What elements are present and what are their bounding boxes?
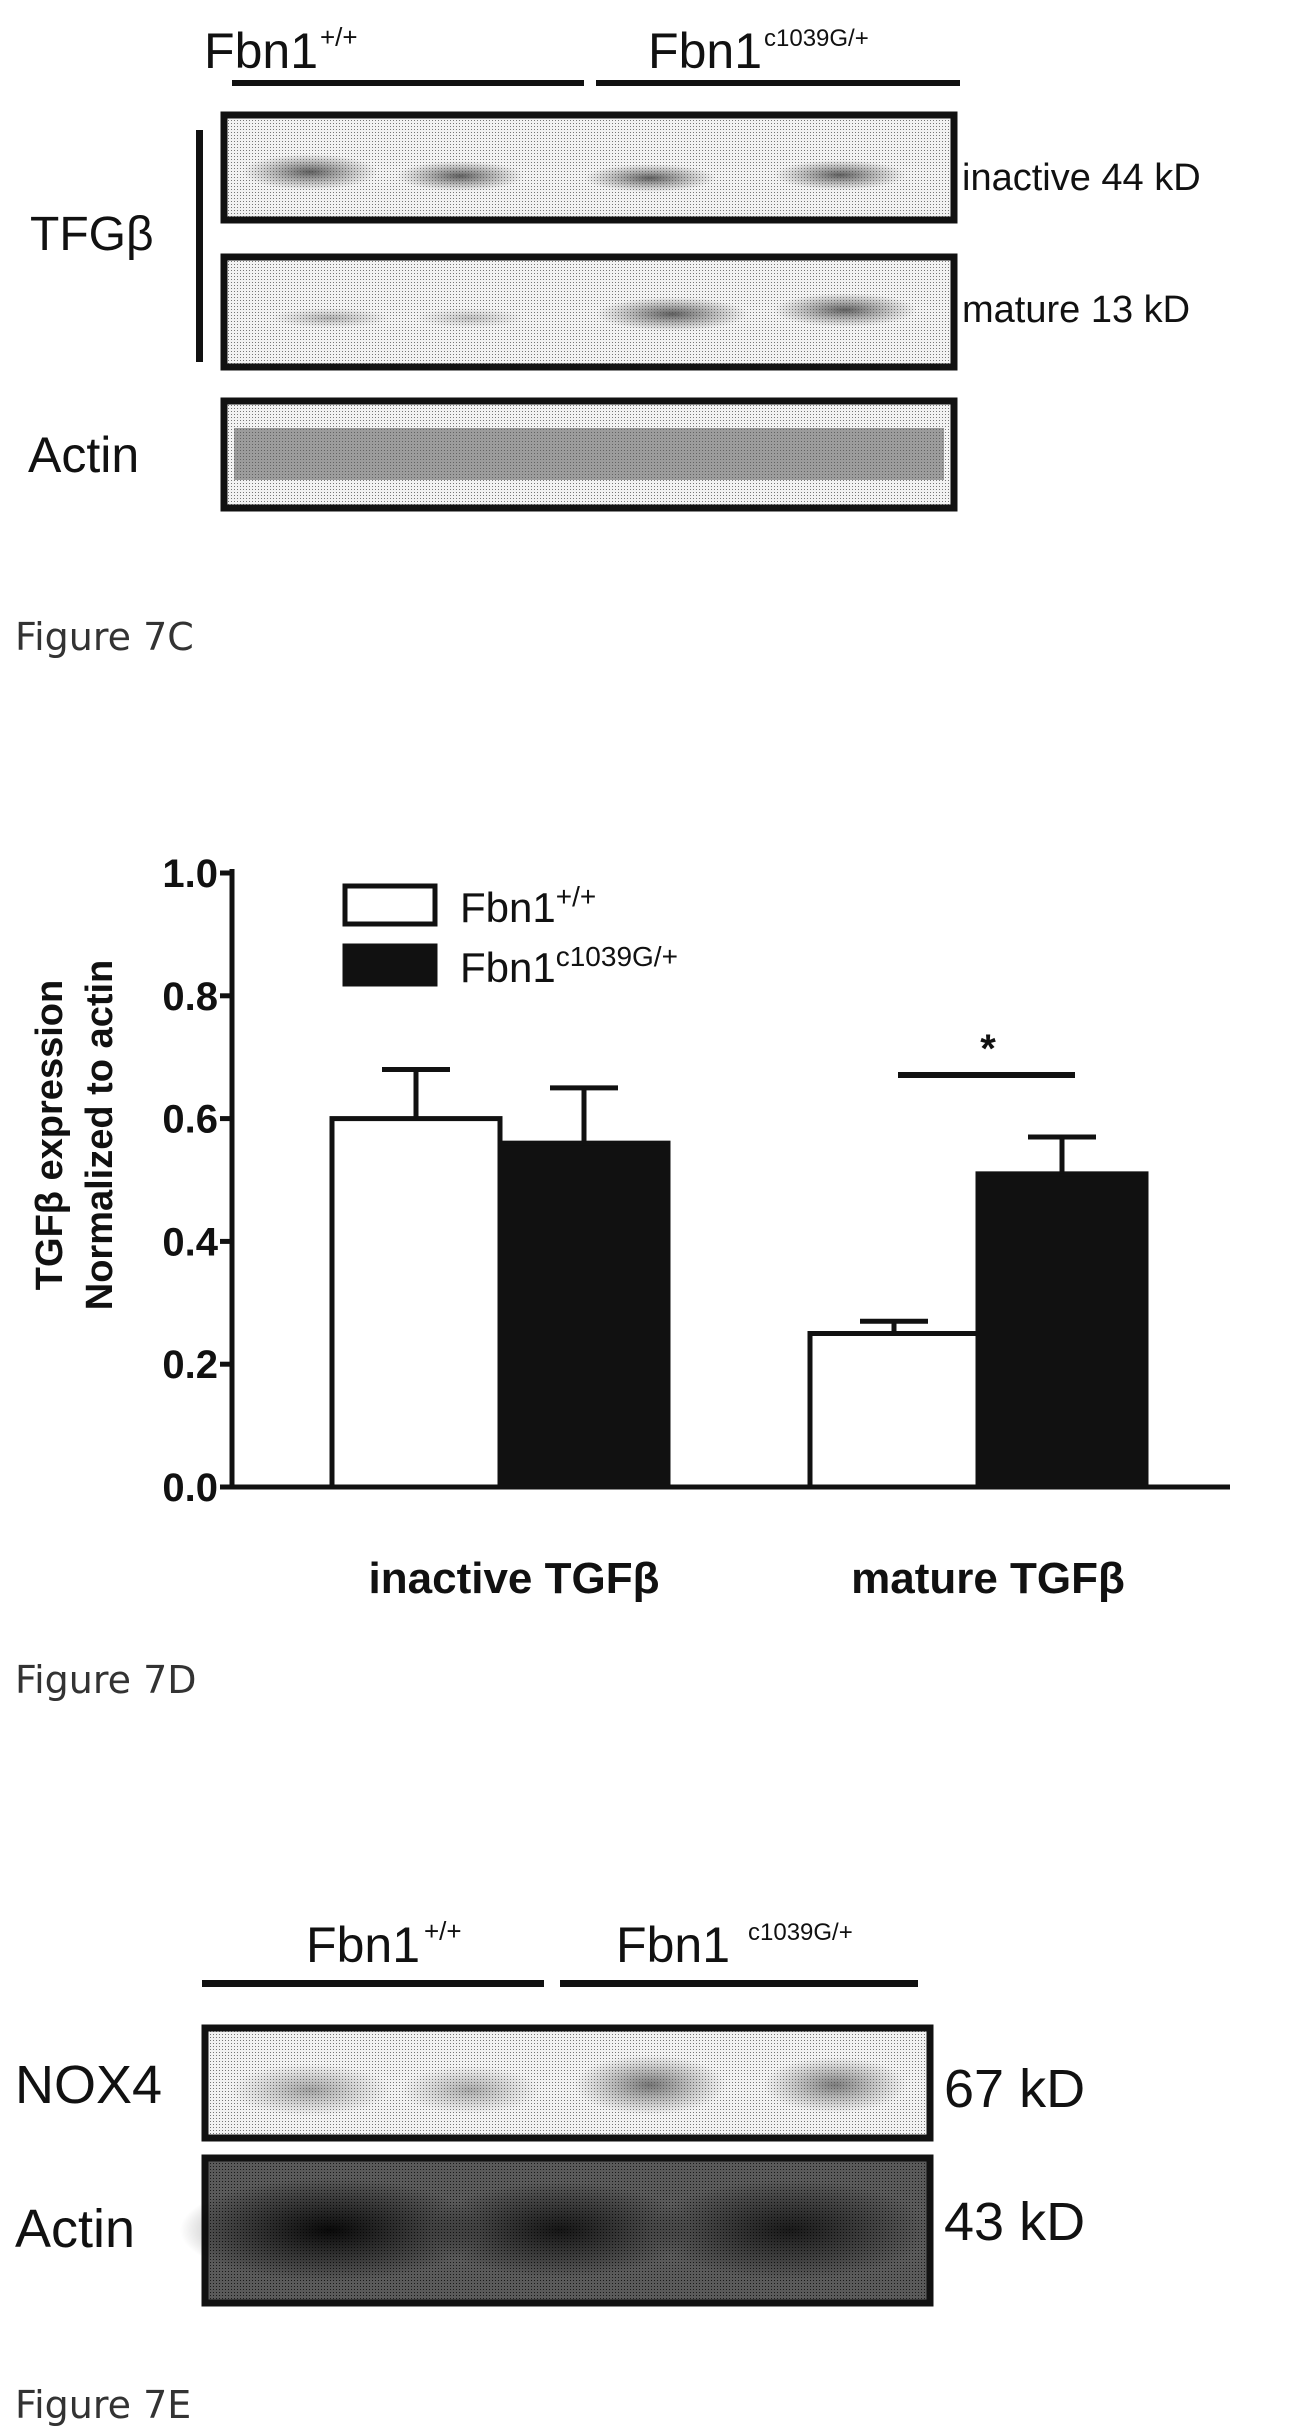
figure-7e-caption: Figure 7E	[15, 2383, 191, 2427]
actin-label: Actin	[28, 427, 139, 483]
y-axis-title-line1: TGFβ expression	[29, 980, 71, 1290]
bar-series	[329, 1066, 1149, 1490]
lane-group-wt-bar	[232, 80, 584, 86]
y-tick-label: 0.6	[162, 1098, 218, 1142]
lane-group-wt-label: Fbn1	[204, 23, 318, 79]
lane-group-wt-label-7e: Fbn1	[306, 1917, 420, 1973]
actin-label-7e: Actin	[15, 2199, 135, 2259]
nox4-size-label: 67 kD	[944, 2059, 1085, 2119]
legend-label-superscript: +/+	[556, 881, 596, 912]
bar-wt-inactive	[329, 1116, 503, 1490]
legend-label-mut: Fbn1c1039G/+	[460, 941, 678, 991]
band-inactive-label: inactive 44 kD	[962, 157, 1201, 199]
legend-label-base: Fbn1	[460, 944, 556, 991]
nox4-label: NOX4	[15, 2055, 162, 2115]
band-inactive-lane4	[774, 160, 906, 190]
lane-group-mut-label-7e: Fbn1	[616, 1917, 730, 1973]
legend-label-base: Fbn1	[460, 884, 556, 931]
band-actin	[234, 428, 944, 480]
legend-label-wt: Fbn1+/+	[460, 881, 596, 931]
significance-star: *	[980, 1027, 996, 1071]
band-actin-7e-middle	[430, 2182, 690, 2278]
lane-group-mut-superscript: c1039G/+	[764, 25, 869, 52]
x-category-label-inactive: inactive TGFβ	[369, 1554, 660, 1603]
bar-mut-inactive	[497, 1140, 671, 1490]
band-inactive-lane3	[584, 164, 716, 192]
lane-group-mut-bar-7e	[560, 1980, 918, 1987]
actin-size-label: 43 kD	[944, 2192, 1085, 2252]
y-tick-label: 0.8	[162, 975, 218, 1019]
y-axis-title-line2: Normalized to actin	[79, 960, 121, 1311]
lane-group-mut-superscript-7e: c1039G/+	[748, 1919, 853, 1946]
figure-7d-chart: 0.00.20.40.60.81.0 Fbn1+/+Fbn1c1039G/+ T…	[15, 852, 1230, 1702]
y-tick-label: 0.0	[162, 1466, 218, 1510]
y-axis: 0.0 0.2 0.4 0.6 0.8 1.0	[162, 852, 1230, 1510]
y-tick-label: 0.2	[162, 1343, 218, 1387]
band-mature-lane4	[773, 293, 917, 327]
figure-7c-caption: Figure 7C	[15, 615, 194, 659]
band-nox4-lane2	[400, 2066, 540, 2114]
band-mature-lane3	[596, 297, 748, 331]
figure-7d-caption: Figure 7D	[15, 1658, 197, 1702]
band-nox4-lane1	[230, 2064, 390, 2116]
band-nox4-lane4	[763, 2057, 907, 2113]
lane-group-mut-label: Fbn1	[648, 23, 762, 79]
band-inactive-lane1	[242, 154, 378, 190]
lane-group-wt-superscript-7e: +/+	[424, 1916, 462, 1946]
bar-mut-mature	[975, 1171, 1149, 1490]
band-nox4-lane3	[574, 2055, 726, 2115]
bar-wt-mature	[807, 1331, 981, 1490]
legend-swatch-wt	[342, 883, 438, 927]
band-mature-lane2	[415, 308, 525, 328]
band-actin-7e-left	[180, 2178, 480, 2282]
band-mature-lane1	[270, 308, 390, 328]
band-inactive-lane2	[396, 161, 524, 191]
figure-7e-blot: Fbn1 +/+ Fbn1 c1039G/+ NOX4 67 kD Actin …	[15, 1916, 1085, 2427]
lane-group-wt-superscript: +/+	[320, 22, 358, 52]
lane-group-wt-bar-7e	[202, 1980, 544, 1987]
band-actin-7e-right	[650, 2180, 930, 2280]
tgfb-target-label: TFGβ	[30, 208, 154, 261]
y-tick-label: 0.4	[162, 1220, 218, 1264]
legend-label-superscript: c1039G/+	[556, 941, 678, 972]
band-mature-label: mature 13 kD	[962, 289, 1190, 331]
figure-7c-blot: Fbn1 +/+ Fbn1 c1039G/+ TFGβ inactive 44 …	[15, 22, 1201, 659]
chart-legend: Fbn1+/+Fbn1c1039G/+	[342, 881, 678, 991]
y-tick-label: 1.0	[162, 852, 218, 896]
legend-swatch-mut	[342, 943, 438, 987]
tgfb-bracket	[196, 130, 203, 362]
lane-group-mut-bar	[596, 80, 960, 86]
x-category-label-mature: mature TGFβ	[851, 1554, 1125, 1603]
